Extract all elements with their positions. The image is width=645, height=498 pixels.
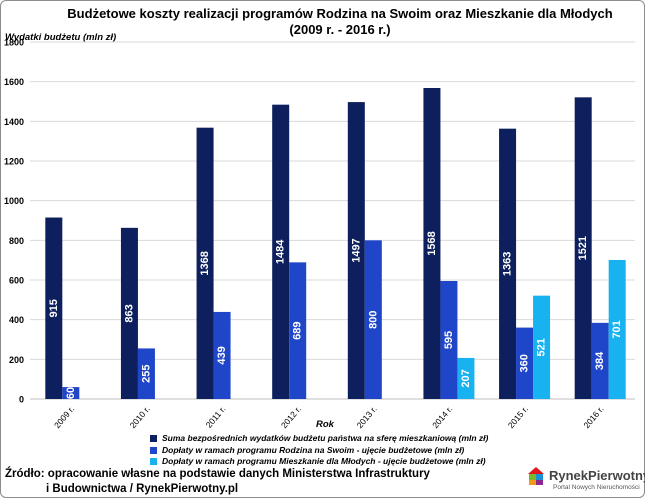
bar-2 <box>516 327 534 399</box>
bar-2 <box>591 322 609 399</box>
bar-1 <box>347 102 365 399</box>
y-tick-label: 800 <box>9 236 24 246</box>
bar-2 <box>213 311 231 399</box>
logo-tagline: Portal Nowych Nieruchomości <box>553 484 640 491</box>
bar-2 <box>62 387 80 399</box>
source-line2: i Budownictwa / RynekPierwotny.pl <box>46 483 239 495</box>
bar-1 <box>45 217 63 399</box>
legend-label-rns: Dopłaty w ramach programu Rodzina na Swo… <box>162 444 465 455</box>
data-label: 1484 <box>275 239 287 264</box>
legend-swatch-suma <box>150 435 157 443</box>
bar-2 <box>137 348 155 399</box>
data-label: 595 <box>443 331 455 349</box>
bar-3 <box>533 295 551 399</box>
y-axis-label: Wydatki budżetu (mln zł) <box>5 32 117 43</box>
legend-swatch-rns <box>150 446 157 454</box>
legend: Suma bezpośrednich wydatków budżetu pańs… <box>150 433 488 468</box>
data-label: 689 <box>292 321 304 339</box>
y-tick-label: 1400 <box>4 117 24 127</box>
data-label: 439 <box>216 346 228 364</box>
bar-3 <box>608 259 626 399</box>
logo: RynekPierwotny Portal Nowych Nieruchomoś… <box>527 466 645 494</box>
y-tick-label: 1600 <box>4 77 24 87</box>
data-label: 255 <box>140 365 152 383</box>
chart-title-line1: Budżetowe koszty realizacji programów Ro… <box>67 6 613 21</box>
x-tick-label: 2015 r. <box>506 404 530 430</box>
x-axis-label: Rok <box>316 419 335 430</box>
legend-swatch-mdm <box>150 458 157 466</box>
data-label: 1568 <box>426 231 438 255</box>
data-label: 1363 <box>502 252 514 276</box>
data-label: 863 <box>123 304 135 322</box>
x-tick-label: 2009 r. <box>52 404 76 430</box>
x-tick-label: 2010 r. <box>128 404 152 430</box>
x-tick-label: 2012 r. <box>279 404 303 430</box>
data-label: 207 <box>460 369 472 387</box>
x-tick-label: 2014 r. <box>430 404 454 430</box>
y-tick-label: 1000 <box>4 196 24 206</box>
source-note: Źródło: opracowanie własne na podstawie … <box>5 467 430 497</box>
logo-name: RynekPierwotny <box>549 468 645 483</box>
data-label: 1368 <box>199 251 211 275</box>
bar-1 <box>423 88 441 399</box>
y-tick-label: 200 <box>9 355 24 365</box>
data-label: 384 <box>594 351 606 370</box>
data-label: 521 <box>536 338 548 356</box>
bar-1 <box>196 127 214 400</box>
data-label: 800 <box>367 310 379 328</box>
y-tick-label: 600 <box>9 276 24 286</box>
x-tick-label: 2016 r. <box>581 404 605 430</box>
bar-2 <box>289 262 307 399</box>
y-tick-label: 1800 <box>4 38 24 48</box>
bar-2 <box>440 280 458 399</box>
legend-label-mdm: Dopłaty w ramach programu Mieszkanie dla… <box>162 456 486 466</box>
legend-item-suma: Suma bezpośrednich wydatków budżetu pańs… <box>150 433 488 445</box>
source-line1: Źródło: opracowanie własne na podstawie … <box>5 468 430 480</box>
bar-1 <box>120 227 138 399</box>
bar-2 <box>364 240 382 399</box>
legend-item-mdm: Dopłaty w ramach programu Mieszkanie dla… <box>150 456 488 468</box>
legend-item-rns: Dopłaty w ramach programu Rodzina na Swo… <box>150 445 488 457</box>
y-tick-label: 400 <box>9 315 24 325</box>
chart-title: Budżetowe koszty realizacji programów Ro… <box>60 6 620 38</box>
y-tick-label: 0 <box>19 395 24 405</box>
data-label: 1521 <box>577 236 589 260</box>
bar-1 <box>272 104 290 399</box>
x-tick-label: 2013 r. <box>354 404 378 430</box>
bar-1 <box>499 128 517 399</box>
legend-label-suma: Suma bezpośrednich wydatków budżetu pańs… <box>162 433 489 443</box>
data-label: 60 <box>65 387 77 399</box>
data-label: 915 <box>48 299 60 317</box>
y-tick-label: 1200 <box>4 157 24 167</box>
house-puzzle-icon <box>528 467 544 485</box>
chart-title-line2: (2009 r. - 2016 r.) <box>289 22 391 37</box>
data-label: 1497 <box>350 238 362 262</box>
data-label: 360 <box>519 354 531 372</box>
data-label: 701 <box>611 320 623 338</box>
bar-1 <box>574 97 592 400</box>
bar-3 <box>457 357 475 399</box>
x-tick-label: 2011 r. <box>204 404 228 430</box>
